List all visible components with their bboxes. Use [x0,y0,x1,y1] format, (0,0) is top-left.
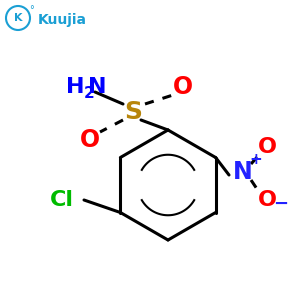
Text: N: N [233,160,253,184]
Text: Cl: Cl [50,190,74,210]
Text: K: K [14,13,22,23]
Text: °: ° [30,5,34,15]
Text: +: + [250,152,262,167]
Text: O: O [257,137,277,157]
Text: −: − [273,195,289,213]
Text: N: N [88,77,106,97]
Text: Kuujia: Kuujia [38,13,87,27]
Text: S: S [124,100,142,124]
Text: O: O [80,128,100,152]
Text: O: O [257,190,277,210]
Text: H: H [66,77,84,97]
Text: O: O [173,75,193,99]
Text: 2: 2 [84,85,94,100]
